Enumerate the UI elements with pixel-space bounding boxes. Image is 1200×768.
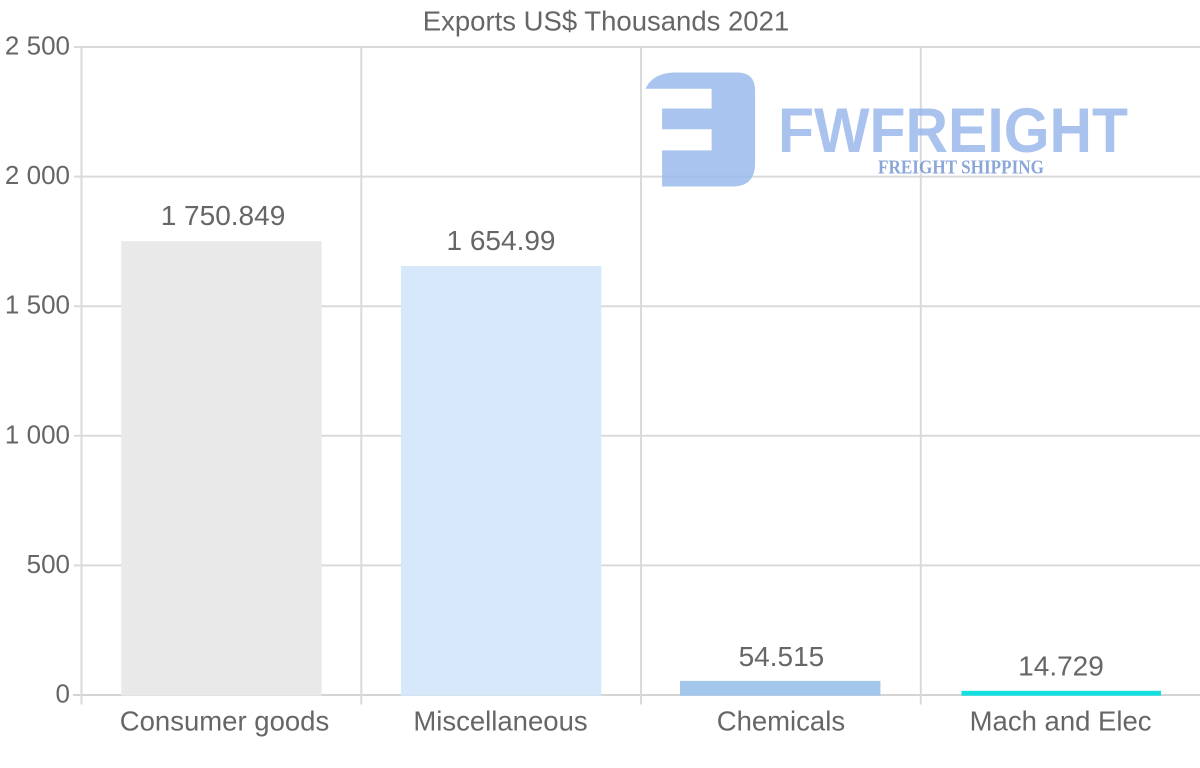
svg-text:54.515: 54.515	[739, 641, 825, 672]
svg-text:1 000: 1 000	[5, 419, 70, 449]
svg-text:Miscellaneous: Miscellaneous	[413, 706, 587, 737]
svg-text:Chemicals: Chemicals	[717, 706, 845, 737]
svg-text:1 654.99: 1 654.99	[447, 225, 556, 256]
svg-text:14.729: 14.729	[1018, 651, 1104, 682]
svg-text:500: 500	[27, 549, 70, 579]
svg-text:Mach and Elec: Mach and Elec	[970, 706, 1152, 737]
svg-text:Consumer goods: Consumer goods	[120, 706, 329, 737]
svg-text:Exports US$ Thousands 2021: Exports US$ Thousands 2021	[423, 6, 789, 37]
svg-text:2 500: 2 500	[5, 31, 70, 61]
svg-text:0: 0	[56, 679, 70, 709]
svg-text:2 000: 2 000	[5, 160, 70, 190]
svg-text:1 750.849: 1 750.849	[161, 200, 286, 231]
svg-text:1 500: 1 500	[5, 290, 70, 320]
svg-text:FREIGHT SHIPPING: FREIGHT SHIPPING	[878, 157, 1044, 179]
svg-text:FWFREIGHT: FWFREIGHT	[778, 96, 1128, 166]
